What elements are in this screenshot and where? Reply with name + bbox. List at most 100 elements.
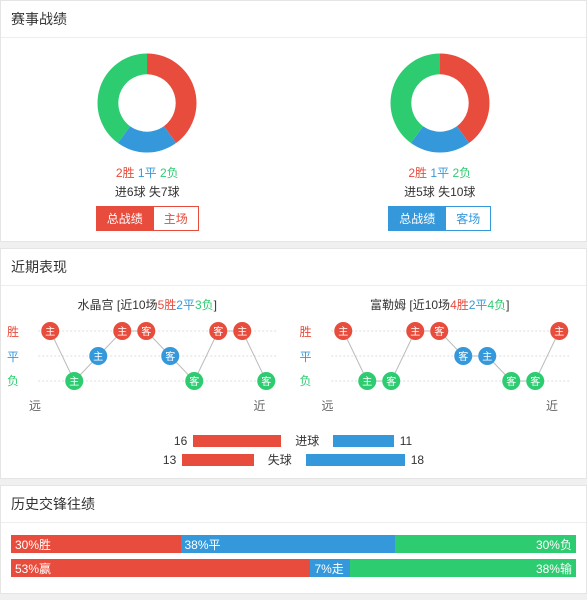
recent-left-chart-wrap: 胜 平 负 主主主主客客客客主客 (1, 317, 294, 395)
svg-text:主: 主 (93, 351, 103, 363)
h2h-panel: 历史交锋往绩 30%胜38%平30%负 53%赢7%走38%输 (0, 485, 587, 594)
btn-home-left[interactable]: 主场 (154, 206, 199, 231)
goals-against-label: 失球 (260, 451, 300, 468)
record-right-draw: 1平 (430, 166, 449, 180)
h2h-seg: 38%平 (181, 535, 396, 553)
h2h-seg: 53%赢 (11, 559, 310, 577)
svg-text:主: 主 (410, 326, 420, 338)
x-axis-right: 远 近 (294, 395, 587, 420)
recent-right-l: 4负 (487, 298, 506, 312)
goals-for-right-num: 11 (400, 434, 430, 448)
h2h-seg: 7%走 (310, 559, 350, 577)
record-right-win: 2胜 (408, 166, 427, 180)
recent-right-header: 富勒姆 [近10场4胜2平4负] (294, 296, 587, 313)
goals-against-right-num: 18 (411, 453, 441, 467)
match-record-row: 2胜 1平 2负 进6球 失7球 总战绩 主场 2胜 1平 2负 进5球 失10… (1, 38, 586, 241)
recent-form-title: 近期表现 (1, 249, 586, 286)
recent-right-prefix: 近10场 (413, 298, 450, 312)
record-right-loss: 2负 (452, 166, 471, 180)
recent-left: 水晶宫 [近10场5胜2平3负] 胜 平 负 主主主主客客客客主客 远 近 (1, 286, 294, 430)
donut-chart-right (385, 48, 495, 158)
x-far-r: 远 (322, 397, 334, 414)
record-left: 2胜 1平 2负 进6球 失7球 总战绩 主场 (1, 38, 294, 241)
recent-left-header: 水晶宫 [近10场5胜2平3负] (1, 296, 294, 313)
h2h-row-2: 53%赢7%走38%输 (11, 559, 576, 577)
goals-row-for: 16 进球 11 (1, 432, 586, 449)
goals-compare: 16 进球 11 13 失球 18 (1, 432, 586, 478)
goals-against-right-bar (306, 454, 405, 466)
record-left-loss: 2负 (160, 166, 179, 180)
y-win-r: 胜 (300, 323, 322, 340)
match-record-title: 赛事战绩 (1, 1, 586, 38)
record-left-draw: 1平 (138, 166, 157, 180)
svg-text:主: 主 (69, 376, 79, 388)
btn-all-right[interactable]: 总战绩 (388, 206, 446, 231)
svg-text:主: 主 (362, 376, 372, 388)
form-chart-right: 主主客主客客主客客主 (322, 317, 581, 395)
svg-text:客: 客 (261, 375, 271, 388)
y-win: 胜 (7, 323, 29, 340)
recent-form-row: 水晶宫 [近10场5胜2平3负] 胜 平 负 主主主主客客客客主客 远 近 富勒… (1, 286, 586, 430)
recent-left-name: 水晶宫 (78, 298, 114, 312)
y-loss-r: 负 (300, 372, 322, 389)
y-axis-left: 胜 平 负 (7, 323, 29, 389)
record-left-goals: 进6球 失7球 (115, 183, 180, 200)
y-axis-right: 胜 平 负 (300, 323, 322, 389)
x-near: 近 (253, 397, 265, 414)
svg-text:客: 客 (530, 375, 540, 388)
svg-text:主: 主 (117, 326, 127, 338)
recent-right-d: 2平 (469, 298, 488, 312)
svg-text:主: 主 (554, 326, 564, 338)
recent-left-prefix: 近10场 (120, 298, 157, 312)
goals-for-label: 进球 (287, 432, 327, 449)
recent-right-chart-wrap: 胜 平 负 主主客主客客主客客主 (294, 317, 587, 395)
x-axis-left: 远 近 (1, 395, 294, 420)
h2h-row-1: 30%胜38%平30%负 (11, 535, 576, 553)
x-far: 远 (29, 397, 41, 414)
record-right: 2胜 1平 2负 进5球 失10球 总战绩 客场 (294, 38, 587, 241)
recent-left-l: 3负 (195, 298, 214, 312)
y-draw: 平 (7, 348, 29, 365)
svg-text:客: 客 (458, 350, 468, 363)
y-loss: 负 (7, 372, 29, 389)
recent-right-name: 富勒姆 (370, 298, 406, 312)
record-right-goals: 进5球 失10球 (404, 183, 475, 200)
donut-chart-left (92, 48, 202, 158)
svg-text:客: 客 (141, 325, 151, 338)
recent-left-d: 2平 (176, 298, 195, 312)
y-draw-r: 平 (300, 348, 322, 365)
form-chart-left: 主主主主客客客客主客 (29, 317, 288, 395)
svg-text:主: 主 (482, 351, 492, 363)
svg-text:客: 客 (386, 375, 396, 388)
svg-text:客: 客 (434, 325, 444, 338)
h2h-seg: 38%输 (350, 559, 576, 577)
goals-for-left-bar (193, 435, 281, 447)
record-left-buttons: 总战绩 主场 (96, 206, 199, 231)
svg-text:客: 客 (189, 375, 199, 388)
record-left-win: 2胜 (116, 166, 135, 180)
goals-against-left-bar (182, 454, 254, 466)
record-right-stat: 2胜 1平 2负 (408, 164, 471, 181)
svg-text:客: 客 (506, 375, 516, 388)
recent-form-panel: 近期表现 水晶宫 [近10场5胜2平3负] 胜 平 负 主主主主客客客客主客 远… (0, 248, 587, 479)
x-near-r: 近 (546, 397, 558, 414)
h2h-seg: 30%负 (395, 535, 576, 553)
record-right-buttons: 总战绩 客场 (388, 206, 491, 231)
goals-against-left-num: 13 (146, 453, 176, 467)
svg-text:客: 客 (213, 325, 223, 338)
goals-row-against: 13 失球 18 (1, 451, 586, 468)
h2h-seg: 30%胜 (11, 535, 181, 553)
recent-right: 富勒姆 [近10场4胜2平4负] 胜 平 负 主主客主客客主客客主 远 近 (294, 286, 587, 430)
record-left-stat: 2胜 1平 2负 (116, 164, 179, 181)
btn-away-right[interactable]: 客场 (446, 206, 491, 231)
recent-right-w: 4胜 (450, 298, 469, 312)
svg-text:主: 主 (338, 326, 348, 338)
h2h-title: 历史交锋往绩 (1, 486, 586, 523)
svg-text:客: 客 (165, 350, 175, 363)
recent-left-w: 5胜 (158, 298, 177, 312)
match-record-panel: 赛事战绩 2胜 1平 2负 进6球 失7球 总战绩 主场 2胜 1平 2负 进5 (0, 0, 587, 242)
goals-for-left-num: 16 (157, 434, 187, 448)
svg-text:主: 主 (45, 326, 55, 338)
btn-all-left[interactable]: 总战绩 (96, 206, 154, 231)
goals-for-right-bar (333, 435, 394, 447)
